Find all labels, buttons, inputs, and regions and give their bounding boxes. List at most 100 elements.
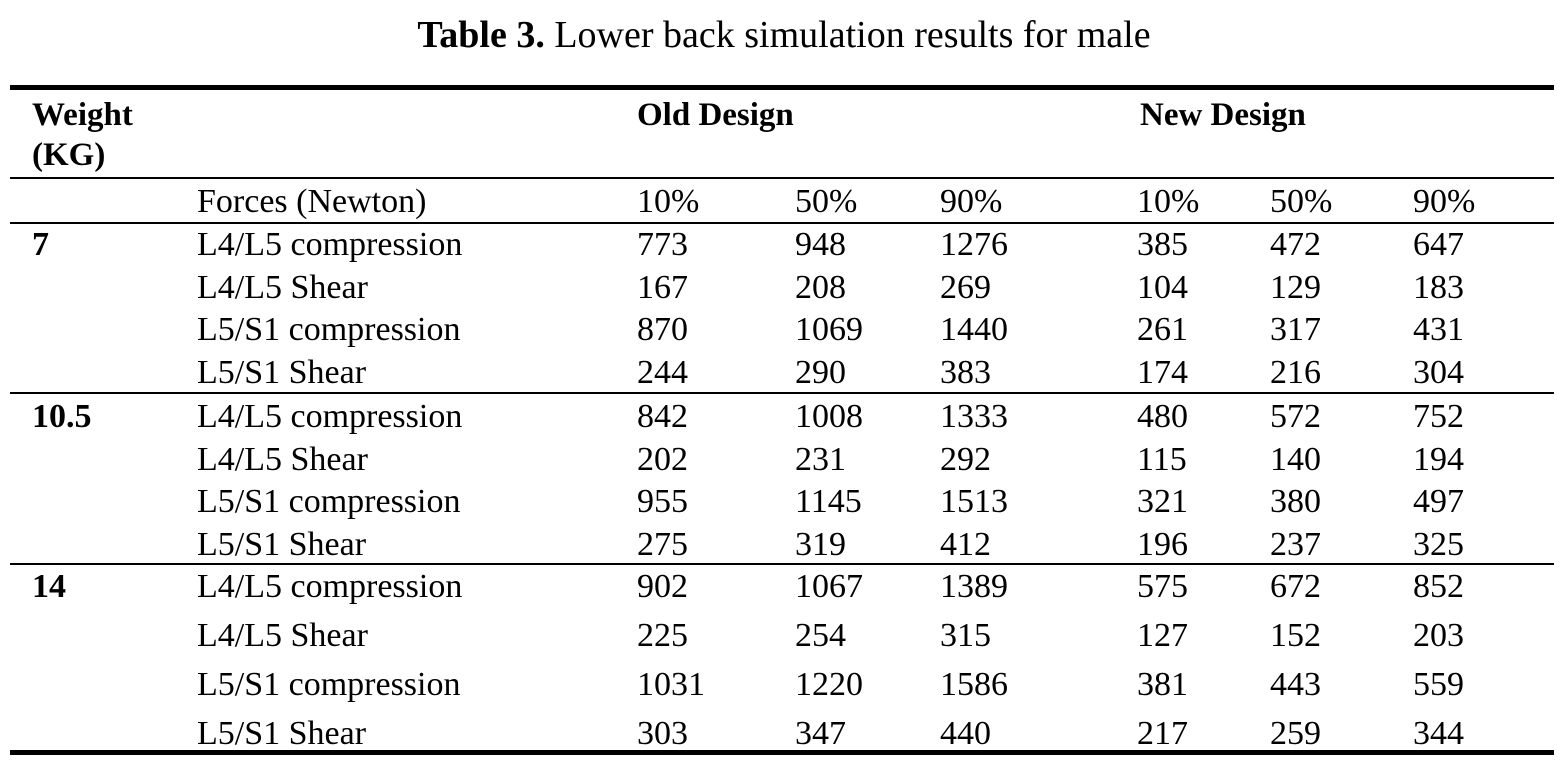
new-design-value: 174: [1137, 353, 1188, 391]
new-design-value: 672: [1270, 568, 1321, 605]
new-design-value: 344: [1413, 715, 1464, 752]
old-design-value: 254: [795, 617, 846, 654]
new-design-value: 431: [1413, 311, 1464, 348]
new-design-value: 140: [1270, 440, 1321, 478]
old-design-value: 842: [637, 398, 688, 435]
group-divider: [10, 392, 1554, 394]
old-design-value: 1513: [940, 483, 1008, 520]
top-rule: [10, 85, 1554, 90]
old-design-value: 1008: [795, 398, 863, 435]
new-design-value: 647: [1413, 226, 1464, 263]
old-design-value: 412: [940, 525, 991, 563]
old-design-value: 383: [940, 353, 991, 391]
new-design-value: 480: [1137, 398, 1188, 435]
old-design-value: 440: [940, 715, 991, 752]
new-design-value: 129: [1270, 268, 1321, 306]
force-label: L5/S1 compression: [197, 483, 461, 520]
force-label: L5/S1 Shear: [197, 525, 367, 563]
force-label: L5/S1 Shear: [197, 715, 367, 752]
new-design-value: 472: [1270, 226, 1321, 263]
new-percentile-header: 50%: [1270, 183, 1333, 220]
force-label: L4/L5 Shear: [197, 617, 368, 654]
table-number: Table 3.: [417, 14, 545, 56]
new-design-value: 203: [1413, 617, 1464, 654]
old-design-value: 1069: [795, 311, 863, 348]
force-label: L5/S1 Shear: [197, 353, 367, 391]
old-design-value: 1276: [940, 226, 1008, 263]
old-design-value: 1333: [940, 398, 1008, 435]
new-design-value: 572: [1270, 398, 1321, 435]
new-design-value: 325: [1413, 525, 1464, 563]
old-design-value: 1220: [795, 666, 863, 703]
new-design-value: 259: [1270, 715, 1321, 752]
force-label: L4/L5 Shear: [197, 440, 368, 478]
force-label: L4/L5 Shear: [197, 268, 368, 306]
new-design-value: 261: [1137, 311, 1188, 348]
old-design-value: 1389: [940, 568, 1008, 605]
new-design-header: New Design: [1140, 97, 1306, 133]
new-design-value: 380: [1270, 483, 1321, 520]
new-design-value: 385: [1137, 226, 1188, 263]
new-design-value: 559: [1413, 666, 1464, 703]
new-design-value: 237: [1270, 525, 1321, 563]
new-design-value: 304: [1413, 353, 1464, 391]
old-design-value: 1067: [795, 568, 863, 605]
new-design-value: 127: [1137, 617, 1188, 654]
old-design-value: 315: [940, 617, 991, 654]
new-percentile-header: 90%: [1413, 183, 1476, 220]
new-design-value: 381: [1137, 666, 1188, 703]
old-design-value: 290: [795, 353, 846, 391]
old-design-value: 275: [637, 525, 688, 563]
old-design-value: 870: [637, 311, 688, 348]
old-design-value: 292: [940, 440, 991, 478]
old-percentile-header: 90%: [940, 183, 1003, 220]
new-design-value: 497: [1413, 483, 1464, 520]
force-label: L4/L5 compression: [197, 568, 463, 605]
old-design-value: 225: [637, 617, 688, 654]
new-design-value: 443: [1270, 666, 1321, 703]
forces-label: Forces (Newton): [197, 183, 427, 220]
old-design-value: 955: [637, 483, 688, 520]
table-title: Lower back simulation results for male: [554, 14, 1151, 56]
new-design-value: 216: [1270, 353, 1321, 391]
old-design-value: 1440: [940, 311, 1008, 348]
old-design-value: 1586: [940, 666, 1008, 703]
bottom-rule: [10, 750, 1554, 755]
weight-value: 7: [32, 226, 49, 263]
old-design-value: 269: [940, 268, 991, 306]
subheader-rule: [10, 222, 1554, 224]
old-design-header: Old Design: [637, 97, 794, 133]
group-divider: [10, 563, 1554, 565]
weight-value: 14: [32, 568, 66, 605]
old-design-value: 902: [637, 568, 688, 605]
force-label: L5/S1 compression: [197, 666, 461, 703]
new-design-value: 194: [1413, 440, 1464, 478]
old-design-value: 202: [637, 440, 688, 478]
new-design-value: 217: [1137, 715, 1188, 752]
old-design-value: 208: [795, 268, 846, 306]
new-design-value: 196: [1137, 525, 1188, 563]
force-label: L4/L5 compression: [197, 226, 463, 263]
old-design-value: 347: [795, 715, 846, 752]
force-label: L4/L5 compression: [197, 398, 463, 435]
old-design-value: 167: [637, 268, 688, 306]
force-label: L5/S1 compression: [197, 311, 461, 348]
new-design-value: 852: [1413, 568, 1464, 605]
new-design-value: 575: [1137, 568, 1188, 605]
old-percentile-header: 50%: [795, 183, 858, 220]
new-design-value: 183: [1413, 268, 1464, 306]
weight-header: Weight: [32, 97, 133, 133]
old-percentile-header: 10%: [637, 183, 700, 220]
weight-value: 10.5: [32, 398, 92, 435]
old-design-value: 244: [637, 353, 688, 391]
new-design-value: 752: [1413, 398, 1464, 435]
new-design-value: 317: [1270, 311, 1321, 348]
table-caption: Table 3. Lower back simulation results f…: [0, 12, 1568, 58]
old-design-value: 319: [795, 525, 846, 563]
old-design-value: 1031: [637, 666, 705, 703]
old-design-value: 231: [795, 440, 846, 478]
new-design-value: 152: [1270, 617, 1321, 654]
new-design-value: 115: [1137, 440, 1187, 478]
old-design-value: 1145: [795, 483, 862, 520]
new-design-value: 321: [1137, 483, 1188, 520]
